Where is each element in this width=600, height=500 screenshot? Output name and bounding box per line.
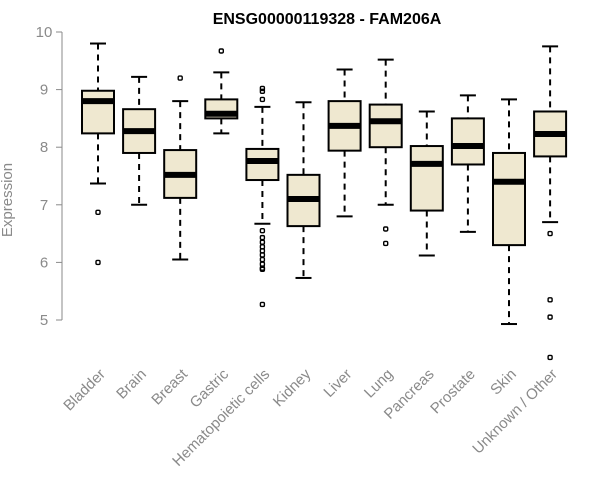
- plot-area: [81, 42, 568, 361]
- x-tick-label: Prostate: [427, 366, 479, 418]
- y-tick-label: 5: [40, 312, 48, 329]
- outlier-point: [259, 256, 266, 263]
- box-group: [204, 48, 239, 135]
- box-group: [245, 85, 280, 308]
- x-tick-label: Kidney: [270, 365, 315, 410]
- x-tick-label: Bladder: [60, 366, 109, 415]
- box-group: [163, 75, 198, 261]
- outlier-point: [259, 266, 266, 273]
- x-tick-label: Breast: [148, 365, 191, 408]
- box-group: [450, 94, 485, 233]
- iqr-box: [409, 145, 444, 212]
- outlier-point: [259, 228, 266, 234]
- y-axis: 5 6 7 8 9 10: [36, 24, 63, 329]
- outlier-point: [547, 230, 553, 237]
- y-tick-label: 9: [40, 82, 48, 99]
- outlier-point: [259, 85, 266, 92]
- y-axis-label: Expression: [0, 163, 16, 237]
- box-group: [327, 68, 362, 218]
- y-tick-label: 7: [40, 197, 48, 214]
- iqr-box: [245, 147, 280, 182]
- iqr-box: [368, 103, 403, 149]
- box-group: [286, 101, 321, 279]
- box-group: [533, 45, 568, 361]
- x-tick-label: Liver: [320, 366, 355, 401]
- box-group: [409, 110, 444, 257]
- outlier-point: [547, 314, 553, 320]
- outlier-point: [547, 297, 553, 303]
- y-tick-label: 6: [40, 254, 48, 271]
- iqr-box: [81, 89, 115, 135]
- x-tick-label: Brain: [113, 366, 150, 403]
- outlier-point: [259, 252, 266, 258]
- outlier-point: [383, 240, 389, 247]
- y-tick-label: 10: [36, 24, 53, 41]
- outlier-point: [259, 96, 266, 103]
- box-group: [492, 98, 526, 326]
- box-group: [81, 42, 115, 266]
- outlier-point: [259, 88, 266, 95]
- x-tick-label: Skin: [487, 366, 520, 399]
- chart-title: ENSG00000119328 - FAM206A: [213, 11, 442, 28]
- outlier-point: [259, 239, 266, 245]
- outlier-point: [218, 48, 225, 54]
- x-tick-label: Lung: [361, 366, 397, 402]
- outlier-point: [383, 226, 389, 232]
- outlier-point: [177, 75, 183, 81]
- outlier-point: [547, 354, 553, 361]
- box-group: [122, 75, 157, 206]
- y-tick-label: 8: [40, 139, 48, 156]
- box-group: [368, 58, 403, 247]
- outlier-point: [259, 234, 266, 241]
- outlier-point: [95, 209, 101, 215]
- outlier-point: [259, 301, 266, 308]
- iqr-box: [450, 117, 485, 166]
- outlier-point: [95, 259, 101, 266]
- iqr-box: [492, 151, 526, 247]
